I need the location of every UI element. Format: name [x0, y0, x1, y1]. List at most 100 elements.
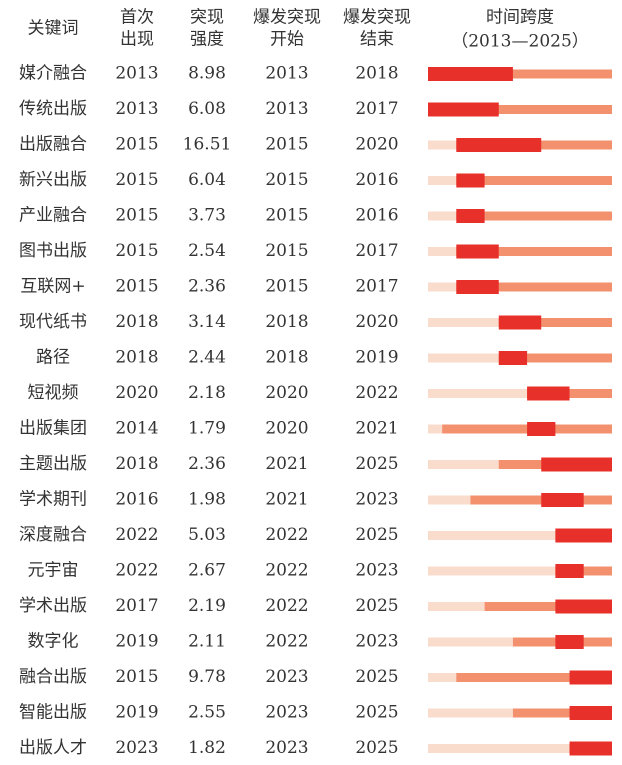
- cell-value: 2019: [355, 348, 398, 368]
- header-label: 开始: [270, 30, 304, 50]
- active-period: [484, 602, 612, 611]
- keyword: 出版集团: [19, 419, 87, 439]
- cell-value: 9.78: [188, 667, 226, 687]
- cell-value: 2013: [265, 64, 308, 84]
- burst-period: [541, 457, 612, 472]
- cell-value: 2015: [265, 135, 308, 155]
- cell-value: 6.08: [188, 99, 226, 119]
- active-period: [456, 176, 612, 185]
- cell-value: 2020: [265, 419, 308, 439]
- span-label: （2013—2025）: [451, 32, 589, 52]
- cell-value: 2020: [265, 383, 308, 403]
- cell-value: 2022: [265, 596, 308, 616]
- cell-value: 2013: [115, 64, 158, 84]
- cell-value: 2.19: [188, 596, 226, 616]
- keyword: 深度融合: [19, 525, 87, 545]
- cell-value: 2018: [265, 348, 308, 368]
- cell-value: 2018: [115, 348, 158, 368]
- burst-period: [555, 635, 584, 649]
- keyword: 现代纸书: [19, 312, 87, 332]
- cell-value: 2.44: [188, 348, 226, 368]
- keyword: 数字化: [28, 632, 79, 652]
- burst-period: [498, 315, 542, 330]
- cell-value: 2.18: [188, 383, 226, 403]
- cell-value: 2015: [115, 170, 158, 190]
- burst-period: [456, 244, 499, 259]
- cell-value: 2025: [355, 667, 398, 687]
- cell-value: 2015: [115, 241, 158, 261]
- keyword: 主题出版: [19, 454, 87, 474]
- keyword: 新兴出版: [19, 170, 87, 190]
- burst-period: [555, 599, 612, 614]
- burst-period: [555, 528, 612, 543]
- cell-value: 2.36: [188, 454, 226, 474]
- cell-value: 2015: [265, 206, 308, 226]
- keyword: 出版融合: [19, 135, 87, 155]
- burst-period: [527, 422, 556, 436]
- header-label: 突现: [190, 8, 224, 28]
- cell-value: 2023: [265, 703, 308, 723]
- cell-value: 5.03: [188, 525, 226, 545]
- cell-value: 2020: [355, 135, 398, 155]
- burst-period: [569, 670, 612, 685]
- keyword: 互联网+: [20, 277, 85, 297]
- cell-value: 2017: [355, 241, 398, 261]
- header-label: 出现: [120, 30, 154, 50]
- cell-value: 2023: [265, 667, 308, 687]
- keyword: 媒介融合: [19, 64, 87, 84]
- cell-value: 2017: [355, 277, 398, 297]
- keyword: 融合出版: [19, 667, 87, 687]
- active-period: [428, 105, 612, 114]
- active-period: [456, 282, 612, 292]
- cell-value: 2018: [355, 64, 398, 84]
- cell-value: 2013: [115, 99, 158, 119]
- cell-value: 2016: [115, 490, 158, 510]
- burst-period: [541, 493, 584, 507]
- cell-value: 2025: [355, 525, 398, 545]
- burst-period: [456, 280, 499, 294]
- active-period: [498, 318, 612, 327]
- keyword: 短视频: [28, 383, 79, 403]
- cell-value: 2019: [115, 703, 158, 723]
- keyword: 图书出版: [19, 241, 87, 261]
- header-label: 强度: [190, 30, 224, 50]
- cell-value: 2022: [115, 525, 158, 545]
- keyword: 出版人才: [19, 738, 87, 758]
- cell-value: 2025: [355, 596, 398, 616]
- cell-value: 2022: [265, 632, 308, 652]
- cell-value: 2015: [265, 241, 308, 261]
- cell-value: 16.51: [183, 135, 232, 155]
- span-background: [428, 389, 612, 398]
- cell-value: 1.82: [188, 738, 226, 758]
- cell-value: 2.54: [188, 241, 226, 261]
- cell-value: 2025: [355, 703, 398, 723]
- cell-value: 2025: [355, 454, 398, 474]
- cell-value: 1.98: [188, 490, 226, 510]
- span-background: [428, 566, 612, 576]
- header-label: 结束: [360, 30, 394, 50]
- keyword: 产业融合: [19, 206, 87, 226]
- cell-value: 2015: [115, 277, 158, 297]
- cell-value: 2.55: [188, 703, 226, 723]
- cell-value: 2015: [265, 170, 308, 190]
- cell-value: 2022: [265, 561, 308, 581]
- cell-value: 2023: [355, 632, 398, 652]
- keyword: 传统出版: [19, 99, 87, 119]
- active-period: [512, 708, 612, 718]
- cell-value: 2016: [355, 170, 398, 190]
- keyword: 元宇宙: [28, 561, 79, 581]
- header-label: 爆发突现: [343, 8, 411, 28]
- burst-period: [555, 564, 584, 578]
- burst-period: [569, 741, 612, 756]
- cell-value: 2016: [355, 206, 398, 226]
- burst-period: [456, 209, 485, 223]
- span-background: [428, 744, 612, 753]
- cell-value: 2013: [265, 99, 308, 119]
- cell-value: 2019: [115, 632, 158, 652]
- cell-value: 3.14: [188, 312, 226, 332]
- active-period: [456, 673, 612, 682]
- burst-period: [527, 386, 570, 401]
- cell-value: 1.79: [188, 419, 226, 439]
- keyword: 智能出版: [19, 703, 87, 723]
- cell-value: 2014: [115, 419, 158, 439]
